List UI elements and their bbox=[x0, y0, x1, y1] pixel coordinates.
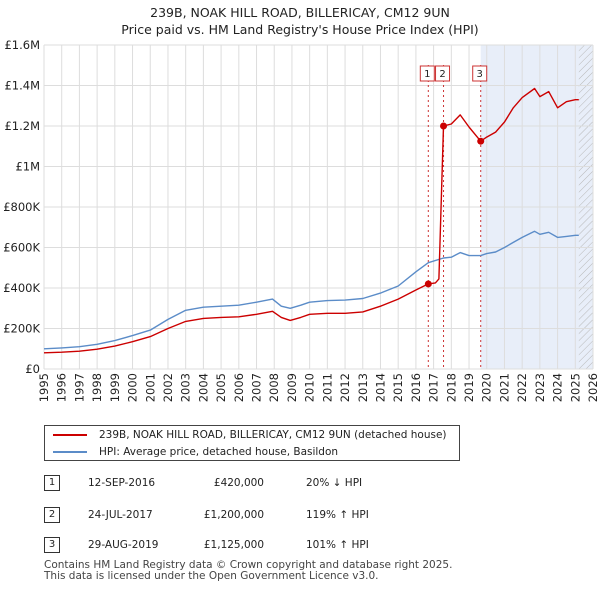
transaction-date: 24-JUL-2017 bbox=[88, 509, 153, 521]
transaction-hpi: 119% ↑ HPI bbox=[306, 509, 369, 521]
y-tick-label: £200K bbox=[3, 322, 40, 336]
legend-swatch-hpi bbox=[53, 451, 87, 453]
x-tick-label: 2007 bbox=[250, 373, 264, 402]
legend-label-property: 239B, NOAK HILL ROAD, BILLERICAY, CM12 9… bbox=[99, 429, 447, 441]
sale-point bbox=[440, 122, 448, 130]
transaction-number: 1 bbox=[44, 475, 60, 491]
transaction-number: 2 bbox=[44, 507, 60, 523]
y-tick-label: £1.4M bbox=[4, 79, 40, 93]
transaction-date: 12-SEP-2016 bbox=[88, 477, 156, 489]
x-tick-label: 2023 bbox=[533, 373, 547, 402]
series-line bbox=[43, 87, 579, 354]
x-tick-label: 2022 bbox=[515, 373, 529, 402]
sale-label-box bbox=[435, 65, 451, 82]
chart-title-block: 239B, NOAK HILL ROAD, BILLERICAY, CM12 9… bbox=[0, 4, 600, 38]
footer-line-2: This data is licensed under the Open Gov… bbox=[44, 570, 379, 582]
x-tick-label: 2017 bbox=[427, 373, 441, 402]
x-tick-label: 2021 bbox=[497, 373, 511, 402]
transaction-hpi: 20% ↓ HPI bbox=[306, 477, 363, 489]
series-line bbox=[43, 230, 579, 350]
x-tick-label: 2019 bbox=[462, 373, 476, 402]
x-tick-label: 2018 bbox=[444, 373, 458, 402]
transaction-number: 3 bbox=[44, 537, 60, 553]
sale-label: 3 bbox=[477, 69, 483, 80]
x-tick-label: 2004 bbox=[196, 373, 210, 402]
x-tick-label: 1996 bbox=[55, 373, 69, 402]
x-tick-label: 1995 bbox=[37, 373, 51, 402]
x-tick-label: 2015 bbox=[391, 373, 405, 402]
x-tick-label: 2010 bbox=[303, 373, 317, 402]
x-tick-label: 2005 bbox=[214, 373, 228, 402]
x-tick-label: 2011 bbox=[320, 373, 334, 402]
x-tick-label: 2020 bbox=[480, 373, 494, 402]
sale-label: 1 bbox=[424, 69, 430, 80]
transaction-price: £420,000 bbox=[213, 477, 264, 489]
x-tick-label: 2001 bbox=[143, 373, 157, 402]
x-tick-label: 1999 bbox=[108, 373, 122, 402]
legend-item-property: 239B, NOAK HILL ROAD, BILLERICAY, CM12 9… bbox=[53, 427, 447, 443]
chart-subtitle: Price paid vs. HM Land Registry's House … bbox=[121, 22, 479, 37]
x-tick-label: 2025 bbox=[568, 373, 582, 402]
transaction-hpi: 101% ↑ HPI bbox=[306, 539, 369, 551]
x-tick-label: 2014 bbox=[373, 373, 387, 402]
x-tick-label: 1997 bbox=[72, 373, 86, 402]
chart-title: 239B, NOAK HILL ROAD, BILLERICAY, CM12 9… bbox=[150, 5, 450, 20]
y-tick-label: £600K bbox=[3, 241, 40, 255]
transaction-date: 29-AUG-2019 bbox=[88, 539, 159, 551]
sale-label-box bbox=[419, 65, 435, 82]
legend-swatch-property bbox=[53, 434, 87, 436]
x-tick-label: 2008 bbox=[267, 373, 281, 402]
y-tick-label: £1.6M bbox=[4, 38, 40, 52]
sale-label-box bbox=[472, 65, 488, 82]
y-tick-label: £0 bbox=[25, 362, 40, 376]
x-tick-label: 2026 bbox=[586, 373, 600, 402]
x-tick-label: 2009 bbox=[285, 373, 299, 402]
legend: 239B, NOAK HILL ROAD, BILLERICAY, CM12 9… bbox=[44, 425, 460, 461]
x-tick-label: 2006 bbox=[232, 373, 246, 402]
x-tick-label: 2013 bbox=[356, 373, 370, 402]
y-tick-label: £1M bbox=[15, 160, 40, 174]
y-tick-label: £1.2M bbox=[4, 119, 40, 133]
x-tick-label: 1998 bbox=[90, 373, 104, 402]
footer-line-1: Contains HM Land Registry data © Crown c… bbox=[44, 559, 453, 571]
x-tick-label: 2000 bbox=[126, 373, 140, 402]
sale-point bbox=[477, 137, 485, 145]
transaction-price: £1,200,000 bbox=[203, 509, 264, 521]
y-tick-label: £400K bbox=[3, 281, 40, 295]
x-tick-label: 2012 bbox=[338, 373, 352, 402]
sale-point bbox=[424, 280, 432, 288]
x-tick-label: 2002 bbox=[161, 373, 175, 402]
transaction-price: £1,125,000 bbox=[203, 539, 264, 551]
legend-label-hpi: HPI: Average price, detached house, Basi… bbox=[99, 446, 339, 458]
legend-item-hpi: HPI: Average price, detached house, Basi… bbox=[53, 444, 338, 460]
x-tick-label: 2016 bbox=[409, 373, 423, 402]
y-tick-label: £800K bbox=[3, 200, 40, 214]
sale-label: 2 bbox=[439, 69, 445, 80]
x-tick-label: 2003 bbox=[179, 373, 193, 402]
footer: Contains HM Land Registry data © Crown c… bbox=[44, 560, 452, 582]
x-tick-label: 2024 bbox=[551, 373, 565, 402]
